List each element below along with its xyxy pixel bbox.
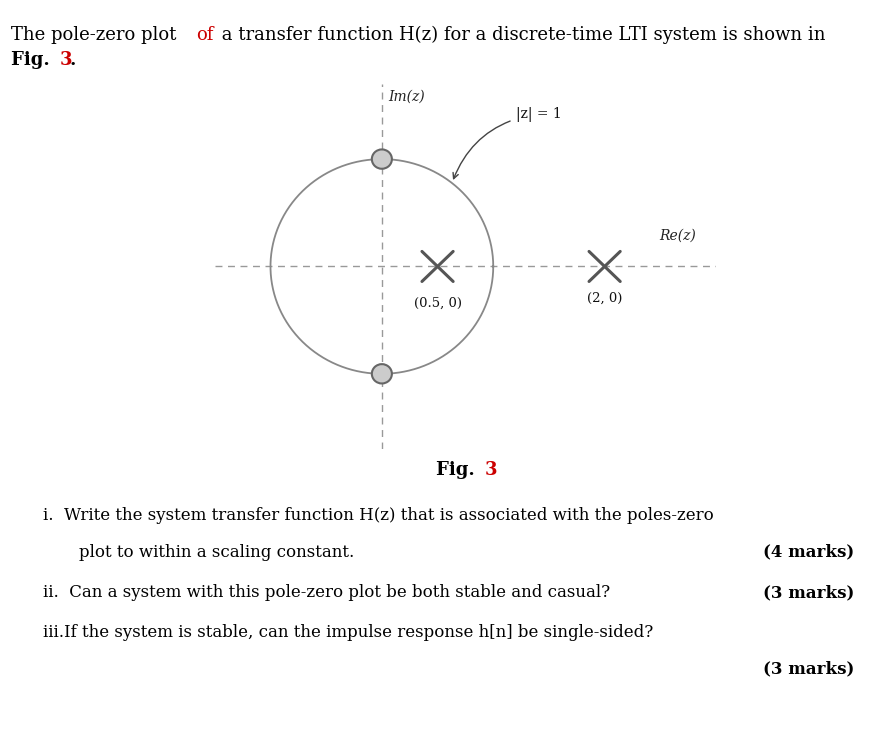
- Text: a transfer function H(z) for a discrete-time LTI system is shown in: a transfer function H(z) for a discrete-…: [215, 26, 824, 44]
- Text: .: .: [69, 51, 76, 69]
- Text: 3: 3: [59, 51, 72, 69]
- Text: |z| = 1: |z| = 1: [452, 107, 561, 179]
- Text: Fig.: Fig.: [11, 51, 55, 69]
- Text: plot to within a scaling constant.: plot to within a scaling constant.: [79, 544, 354, 561]
- Text: (0.5, 0): (0.5, 0): [413, 296, 461, 310]
- Text: (3 marks): (3 marks): [763, 584, 854, 601]
- Circle shape: [371, 364, 392, 383]
- Text: ii.  Can a system with this pole-zero plot be both stable and casual?: ii. Can a system with this pole-zero plo…: [43, 584, 610, 601]
- Text: Im(z): Im(z): [388, 90, 425, 104]
- Text: Re(z): Re(z): [659, 228, 696, 243]
- Text: 3: 3: [485, 461, 497, 480]
- Text: (2, 0): (2, 0): [586, 292, 621, 305]
- Text: (3 marks): (3 marks): [763, 661, 854, 677]
- Text: (4 marks): (4 marks): [763, 544, 854, 561]
- Circle shape: [371, 150, 392, 169]
- Text: of: of: [196, 26, 214, 44]
- Text: iii.If the system is stable, can the impulse response h[n] be single-sided?: iii.If the system is stable, can the imp…: [43, 624, 653, 641]
- Text: i.  Write the system transfer function H(z) that is associated with the poles-ze: i. Write the system transfer function H(…: [43, 507, 713, 524]
- Text: The pole-zero plot: The pole-zero plot: [11, 26, 181, 44]
- Text: Fig.: Fig.: [435, 461, 481, 480]
